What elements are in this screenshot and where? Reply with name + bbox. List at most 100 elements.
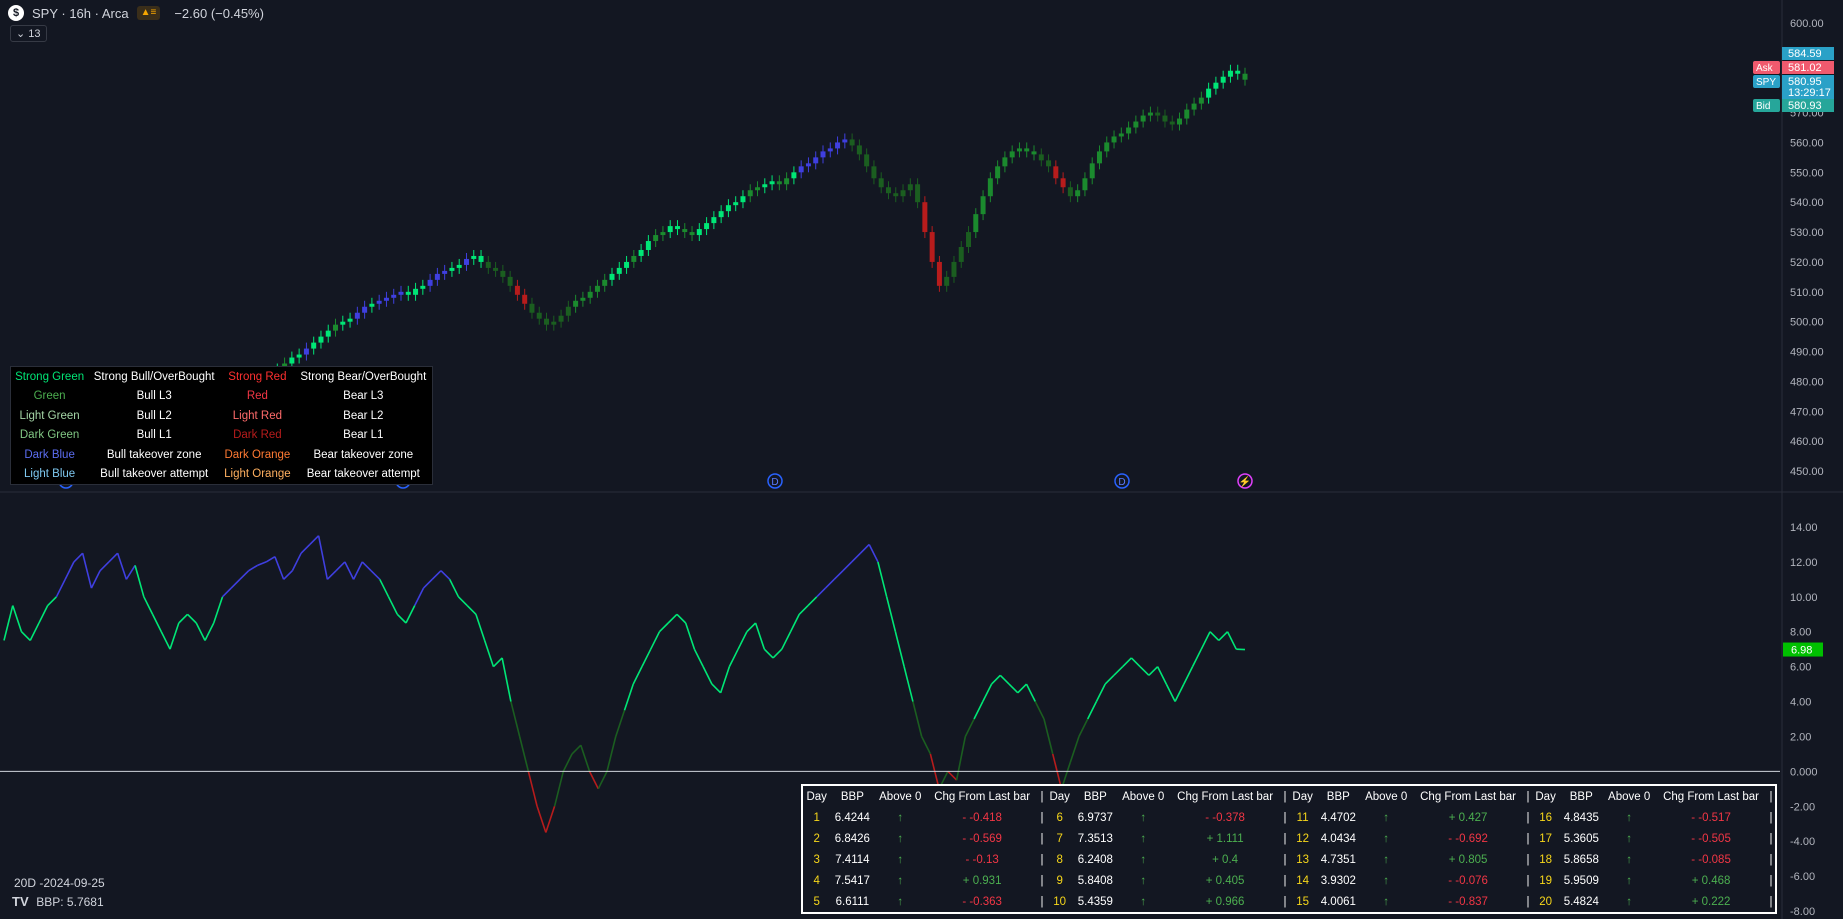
bbp-segment xyxy=(1122,657,1132,668)
bbp-segment xyxy=(483,640,495,667)
stats-header-cell: Day xyxy=(1535,790,1556,803)
stats-cell: 12 xyxy=(1296,832,1310,845)
bbp-segment xyxy=(816,587,827,598)
bbp-segment xyxy=(912,701,923,737)
candle xyxy=(885,181,891,200)
indicator-tick-label: -2.00 xyxy=(1790,801,1815,813)
stats-cell: ↑ xyxy=(897,811,904,824)
symbol-badge[interactable]: $ xyxy=(8,5,24,21)
candle xyxy=(747,184,753,203)
candle xyxy=(354,306,360,325)
candle xyxy=(653,229,659,247)
bbp-segment xyxy=(1113,666,1124,676)
dividend-event-icon[interactable]: D xyxy=(1114,473,1130,489)
status-flag[interactable]: ▲≡ xyxy=(136,6,161,20)
stats-cell: | xyxy=(1040,832,1044,845)
price-tick-label: 540.00 xyxy=(1790,197,1824,209)
candle xyxy=(907,178,913,197)
lightning-event-icon[interactable]: ⚡ xyxy=(1237,473,1253,489)
legend-row: Dark Green Bull L1 Dark Red Bear L1 xyxy=(11,426,432,446)
indicator-tick-label: 6.00 xyxy=(1790,662,1811,674)
legend-row: Light Green Bull L2 Light Red Bear L2 xyxy=(11,406,432,426)
stats-cell: ↑ xyxy=(1626,832,1633,845)
bbp-segment xyxy=(361,561,372,572)
candle xyxy=(500,264,506,283)
stats-cell: 4 xyxy=(813,874,820,887)
dividend-event-icon[interactable]: D xyxy=(767,473,783,489)
indicators-collapse-button[interactable]: ⌄ 13 xyxy=(10,25,47,42)
candle xyxy=(522,288,528,310)
stats-cell: 14 xyxy=(1296,874,1310,887)
stats-header-cell: Above 0 xyxy=(1122,790,1165,803)
legend-row: Green Bull L3 Red Bear L3 xyxy=(11,387,432,407)
stats-cell: 13 xyxy=(1296,853,1310,866)
indicator-axis[interactable]: 14.00 12.00 10.00 8.00 6.00 4.00 2.00 0.000 -2.0… xyxy=(0,522,1823,918)
price-tick-label: 450.00 xyxy=(1790,466,1824,478)
indicator-tick-label: -8.00 xyxy=(1790,906,1815,918)
bbp-segment xyxy=(746,622,757,633)
candle xyxy=(573,294,579,313)
candle xyxy=(725,199,731,218)
stats-cell: ↑ xyxy=(1140,853,1147,866)
bbp-segment xyxy=(990,674,1001,685)
candle xyxy=(347,312,353,328)
bbp-segment xyxy=(169,622,180,650)
stats-cell: - -0.076 xyxy=(1448,874,1488,887)
bbp-segment xyxy=(1034,701,1045,720)
bbp-segment xyxy=(125,564,136,580)
stats-cell: 15 xyxy=(1296,895,1310,908)
candle xyxy=(1169,115,1175,131)
candle xyxy=(1155,106,1161,122)
candle xyxy=(1038,148,1044,167)
bbp-segment xyxy=(379,579,390,598)
stats-cell: 6.8426 xyxy=(834,832,870,845)
candle xyxy=(303,342,309,361)
candle xyxy=(493,261,499,277)
legend-cell: Strong Green xyxy=(15,370,85,383)
price-axis[interactable]: 600.00590.00580.00570.00560.00550.00540.… xyxy=(1753,18,1834,478)
stats-header-cell: Day xyxy=(1049,790,1070,803)
stats-row: 4 7.5417 ↑ + 0.931 | 9 5.8408 ↑ + 0.405 | 14 3.9302… xyxy=(803,870,1775,891)
candle xyxy=(798,160,804,179)
stats-header-cell: Day xyxy=(1292,790,1313,803)
stats-cell: - -0.837 xyxy=(1448,895,1488,908)
bbp-segment xyxy=(920,736,932,755)
stats-cell: - -0.505 xyxy=(1691,832,1731,845)
tradingview-logo-icon[interactable]: TV BBP: 5.7681 xyxy=(12,894,104,909)
bbp-segment xyxy=(352,561,364,580)
candle xyxy=(449,261,455,277)
candle xyxy=(733,196,739,212)
stats-cell: ↑ xyxy=(1140,811,1147,824)
bbp-segment xyxy=(1191,648,1203,667)
candle xyxy=(966,226,972,253)
bbp-segment xyxy=(38,605,49,624)
candle xyxy=(362,300,368,319)
candle xyxy=(995,160,1001,185)
stats-cell: 4.7351 xyxy=(1320,853,1356,866)
stats-header-cell: | xyxy=(1040,790,1044,803)
legend-cell: Green xyxy=(33,390,66,403)
candle xyxy=(1206,82,1212,104)
indicator-tick-label: 12.00 xyxy=(1790,557,1818,569)
candle xyxy=(1133,115,1139,134)
candle xyxy=(951,255,957,283)
bbp-segment xyxy=(1069,736,1080,763)
legend-row: Dark Blue Bull takeover zone Dark Orange Be… xyxy=(11,445,432,465)
bbp-segment xyxy=(1008,683,1019,694)
candle xyxy=(674,220,680,236)
bbp-segment xyxy=(807,596,818,607)
candle xyxy=(624,255,630,274)
stats-cell: ↑ xyxy=(897,895,904,908)
candle xyxy=(1162,109,1168,128)
candle xyxy=(463,252,469,271)
bbp-segment xyxy=(1226,631,1237,650)
candle xyxy=(922,196,928,239)
candle xyxy=(631,249,637,268)
stats-cell: + 0.931 xyxy=(962,874,1002,887)
legend-cell: Bear L2 xyxy=(343,409,384,422)
candle xyxy=(536,306,542,325)
symbol-title[interactable]: SPY · 16h · Arca xyxy=(32,5,129,21)
bbp-segment xyxy=(833,570,844,580)
bbp-segment xyxy=(212,596,224,624)
candle xyxy=(383,291,389,307)
